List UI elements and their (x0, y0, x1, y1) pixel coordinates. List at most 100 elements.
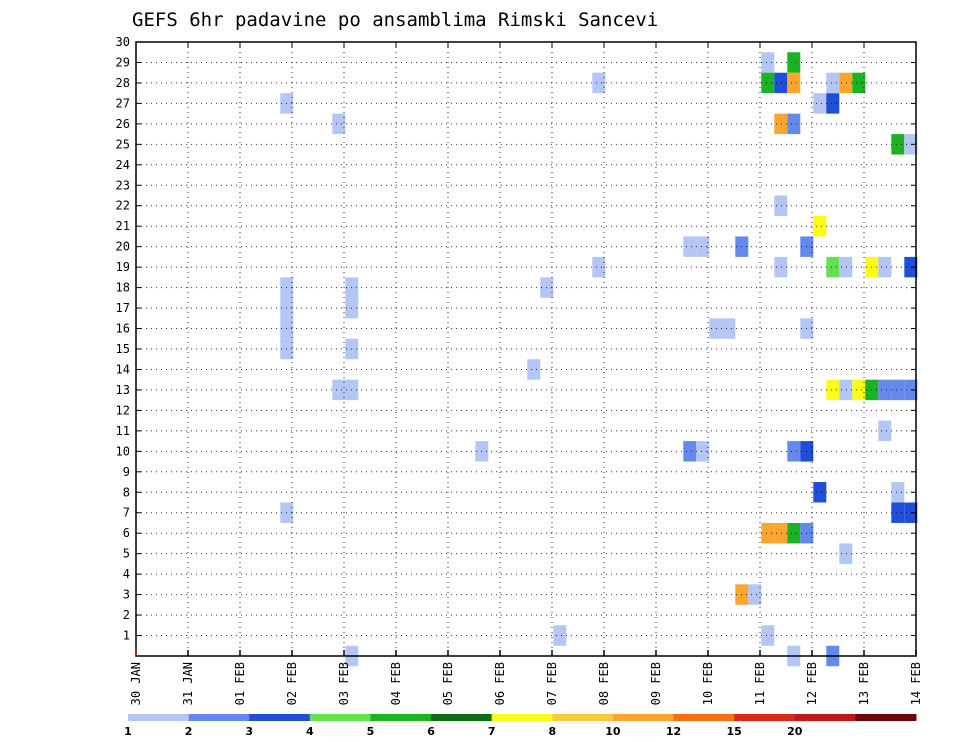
y-tick-label: 5 (123, 547, 130, 561)
precip-cell (813, 93, 827, 114)
y-tick-label: 17 (116, 301, 130, 315)
precip-cell (839, 543, 853, 564)
precip-cell (761, 72, 775, 94)
colorbar-segment (612, 714, 675, 721)
colorbar-label: 6 (427, 725, 435, 738)
precip-cell (696, 441, 710, 462)
x-tick-label: 31 JAN (181, 662, 195, 705)
colorbar-segment (734, 714, 796, 721)
colorbar-label: 15 (726, 725, 741, 738)
y-tick-label: 18 (116, 281, 130, 295)
y-tick-label: 20 (116, 240, 130, 254)
colorbar-label: 20 (787, 725, 803, 738)
precip-cell (813, 215, 827, 237)
precip-cell (683, 236, 697, 257)
y-tick-label: 30 (116, 35, 130, 49)
y-tick-label: 1 (123, 629, 130, 643)
precip-cell (683, 441, 697, 462)
precip-cell (592, 256, 606, 278)
x-tick-label: 11 FEB (753, 662, 767, 705)
colorbar-segment (309, 714, 371, 721)
colorbar-label: 7 (488, 725, 496, 738)
y-tick-label: 12 (116, 403, 130, 417)
precip-cell (878, 256, 892, 278)
colorbar-label: 2 (185, 725, 193, 738)
precip-cell (904, 502, 918, 523)
colorbar-label: 4 (306, 725, 314, 738)
grid-layer (136, 42, 916, 656)
precip-cell (748, 584, 762, 605)
colorbar-segment (794, 714, 856, 721)
precip-cell (592, 72, 606, 94)
colorbar-segment (855, 714, 917, 721)
y-tick-label: 21 (116, 219, 130, 233)
precip-cell (787, 113, 801, 135)
colorbar-label: 8 (548, 725, 556, 738)
colorbar: 1 2 3 4 5 6 7 8 10 12 15 20 (124, 714, 917, 738)
y-tick-label: 29 (116, 55, 130, 69)
precip-cell (891, 482, 905, 503)
y-tick-label: 4 (123, 567, 130, 581)
y-tick-label: 16 (116, 322, 130, 336)
y-tick-label: 26 (116, 117, 130, 131)
precip-cell (904, 134, 918, 155)
precip-cell (332, 379, 346, 401)
y-tick-label: 28 (116, 76, 130, 90)
colorbar-label: 1 (124, 725, 132, 738)
colorbar-segment (491, 714, 553, 721)
colorbar-segment (188, 714, 250, 721)
y-tick-label: 25 (116, 137, 130, 151)
precip-cell (527, 359, 541, 380)
x-axis: 30 JAN 31 JAN 01 FEB 02 FEB 03 FEB 04 FEB 05 F… (129, 42, 923, 705)
colorbar-segment (431, 714, 493, 721)
y-tick-label: 22 (116, 199, 130, 213)
y-tick-label: 7 (123, 506, 130, 520)
y-tick-label: 6 (123, 526, 130, 540)
x-tick-label: 09 FEB (649, 662, 663, 705)
colorbar-segment (370, 714, 432, 721)
precip-cell (878, 379, 892, 401)
y-tick-label: 23 (116, 178, 130, 192)
y-tick-label: 8 (123, 485, 130, 499)
precip-cell (761, 52, 775, 73)
precip-cell (774, 522, 788, 544)
precip-cell (813, 482, 827, 503)
precip-cell (761, 625, 775, 646)
y-tick-label: 10 (116, 444, 130, 458)
precip-cell (891, 502, 905, 523)
precip-cell (332, 113, 346, 135)
x-tick-label: 30 JAN (129, 662, 143, 705)
precip-cell (826, 256, 840, 278)
chart-title: GEFS 6hr padavine po ansamblima Rimski S… (132, 9, 658, 31)
precip-cell (852, 72, 866, 94)
precip-cell (787, 522, 801, 544)
precip-cell (774, 256, 788, 278)
precip-cell (826, 93, 840, 114)
y-tick-label: 19 (116, 260, 130, 274)
x-tick-label: 08 FEB (597, 662, 611, 705)
y-tick-label: 24 (116, 158, 130, 172)
x-tick-label: 12 FEB (805, 662, 819, 705)
precip-cell (761, 522, 775, 544)
y-tick-label: 15 (116, 342, 130, 356)
precip-cell (839, 72, 853, 94)
precip-cell (787, 441, 801, 462)
x-tick-label: 03 FEB (337, 662, 351, 705)
precip-cell (696, 236, 710, 257)
y-tick-label: 11 (116, 424, 130, 438)
precip-cell (891, 379, 905, 401)
x-tick-label: 02 FEB (285, 662, 299, 705)
precip-cell (839, 256, 853, 278)
precip-cell (839, 379, 853, 401)
colorbar-segment (249, 714, 311, 721)
precip-cell (774, 113, 788, 135)
cells-layer (280, 52, 918, 667)
y-tick-label: 3 (123, 588, 130, 602)
x-tick-label: 07 FEB (545, 662, 559, 705)
precip-cell (904, 379, 918, 401)
colorbar-label: 3 (245, 725, 253, 738)
precip-cell (774, 72, 788, 94)
colorbar-segment (673, 714, 735, 721)
x-tick-label: 13 FEB (857, 662, 871, 705)
